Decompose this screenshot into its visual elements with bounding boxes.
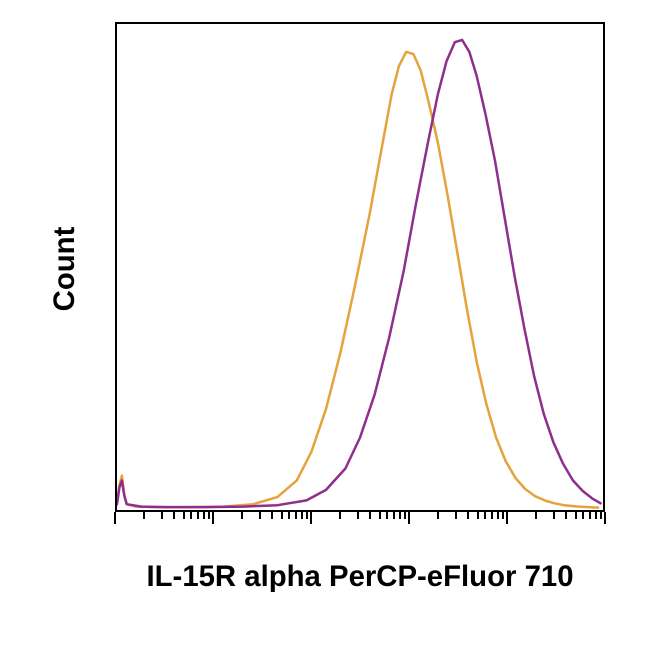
x-tick: [604, 512, 606, 524]
x-tick: [477, 512, 479, 519]
x-tick: [143, 512, 145, 519]
x-tick: [190, 512, 192, 519]
x-tick: [502, 512, 504, 519]
x-tick: [241, 512, 243, 519]
x-tick: [295, 512, 297, 519]
x-tick: [288, 512, 290, 519]
x-tick: [455, 512, 457, 519]
x-tick: [379, 512, 381, 519]
x-tick: [404, 512, 406, 519]
x-tick: [497, 512, 499, 519]
x-tick: [114, 512, 116, 524]
x-tick: [339, 512, 341, 519]
x-tick: [208, 512, 210, 519]
x-tick: [553, 512, 555, 519]
x-tick: [491, 512, 493, 519]
x-tick: [595, 512, 597, 519]
plot-svg: [117, 24, 603, 510]
x-tick: [281, 512, 283, 519]
series-stained: [117, 40, 601, 507]
x-tick: [203, 512, 205, 519]
x-tick: [484, 512, 486, 519]
x-tick: [393, 512, 395, 519]
flow-histogram-chart: Count IL-15R alpha PerCP-eFluor 710: [0, 0, 650, 645]
x-tick: [306, 512, 308, 519]
x-tick: [399, 512, 401, 519]
x-tick: [301, 512, 303, 519]
x-tick: [386, 512, 388, 519]
x-tick: [600, 512, 602, 519]
x-tick: [408, 512, 410, 524]
x-tick: [565, 512, 567, 519]
x-tick: [506, 512, 508, 524]
y-axis-label: Count: [48, 219, 82, 319]
x-tick: [467, 512, 469, 519]
x-tick: [212, 512, 214, 524]
x-tick: [437, 512, 439, 519]
x-tick: [259, 512, 261, 519]
x-tick: [173, 512, 175, 519]
x-tick: [183, 512, 185, 519]
x-tick: [161, 512, 163, 519]
x-tick: [582, 512, 584, 519]
x-tick: [535, 512, 537, 519]
x-tick: [589, 512, 591, 519]
x-tick: [197, 512, 199, 519]
x-tick: [369, 512, 371, 519]
x-tick: [271, 512, 273, 519]
x-tick: [310, 512, 312, 524]
plot-area: [115, 22, 605, 512]
x-tick: [357, 512, 359, 519]
series-control: [117, 52, 598, 508]
x-tick: [575, 512, 577, 519]
x-axis-label: IL-15R alpha PerCP-eFluor 710: [115, 560, 605, 594]
